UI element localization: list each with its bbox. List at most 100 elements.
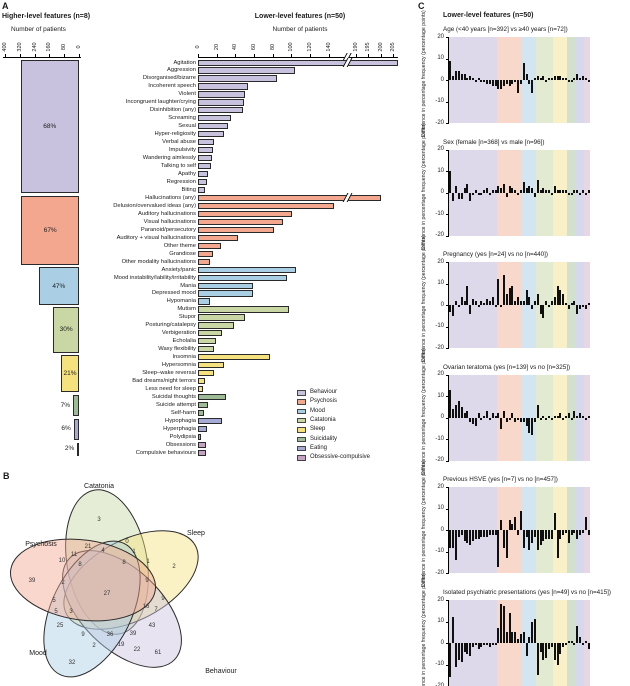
axis-tick-label: 80 bbox=[61, 43, 68, 51]
feature-label: Hyperphagia bbox=[163, 425, 196, 432]
axis-tick-label: 400 bbox=[2, 42, 8, 52]
feature-label: Anxiety/panic bbox=[161, 266, 196, 273]
lower-bar bbox=[198, 338, 216, 345]
y-tick-label: 10 bbox=[437, 392, 444, 399]
higher-bar-eating bbox=[73, 418, 79, 441]
difference-bar bbox=[542, 188, 545, 193]
category-band-obsessive-compulsive bbox=[584, 37, 590, 123]
lower-bar bbox=[198, 123, 228, 130]
difference-bar bbox=[548, 190, 551, 193]
difference-bar bbox=[480, 192, 483, 195]
y-tick-label: 10 bbox=[437, 167, 444, 174]
difference-bar bbox=[570, 640, 573, 643]
y-tick bbox=[446, 80, 449, 81]
legend-swatch bbox=[297, 408, 306, 415]
higher-bar-percent: 67% bbox=[43, 226, 57, 234]
feature-label: Mania bbox=[180, 282, 196, 289]
difference-bar bbox=[587, 530, 590, 535]
y-tick bbox=[446, 600, 449, 601]
lower-bar bbox=[198, 99, 244, 106]
difference-bar bbox=[559, 643, 562, 654]
difference-bar bbox=[455, 300, 458, 306]
difference-bar bbox=[477, 643, 480, 650]
lower-bar bbox=[198, 202, 334, 210]
higher-bar-mood: 47% bbox=[38, 267, 79, 305]
axis-tick bbox=[19, 54, 21, 57]
difference-bar bbox=[545, 530, 548, 539]
higher-level-subtitle: Number of patients bbox=[11, 26, 66, 33]
y-tick bbox=[446, 171, 449, 173]
lower-bar bbox=[198, 370, 214, 377]
difference-bar bbox=[511, 523, 514, 531]
panel-c-label: C bbox=[418, 1, 425, 11]
difference-bar bbox=[452, 192, 455, 202]
subgroup-difference-charts: Age (<40 years [n=392] vs ≥40 years [n=7… bbox=[415, 0, 630, 686]
y-tick bbox=[446, 439, 449, 441]
venn-set-label-sleep: Sleep bbox=[187, 530, 205, 537]
legend-label: Sleep bbox=[310, 426, 326, 433]
higher-bar-percent: 6% bbox=[61, 425, 71, 433]
y-tick bbox=[446, 487, 449, 489]
venn-region-count: 19 bbox=[118, 642, 125, 648]
y-tick-label: 20 bbox=[437, 146, 444, 153]
difference-bar bbox=[469, 305, 472, 314]
venn-region-count: 1 bbox=[146, 559, 150, 565]
category-band-behaviour bbox=[449, 262, 497, 349]
difference-bar bbox=[483, 190, 486, 193]
difference-bar bbox=[545, 80, 548, 83]
difference-bar bbox=[519, 300, 522, 306]
difference-bar bbox=[579, 636, 582, 643]
feature-label: Obsessions bbox=[165, 441, 196, 448]
difference-bar bbox=[457, 192, 460, 200]
difference-bar bbox=[514, 190, 517, 193]
feature-label: Hyper-religiosity bbox=[154, 131, 196, 138]
category-band-eating bbox=[575, 600, 585, 686]
difference-bar bbox=[514, 80, 517, 83]
difference-bar bbox=[491, 643, 494, 646]
feature-label: Grandiose bbox=[169, 250, 196, 257]
y-tick bbox=[446, 621, 449, 623]
difference-bar bbox=[517, 80, 520, 93]
difference-bar bbox=[469, 643, 472, 656]
axis-tick bbox=[198, 54, 199, 57]
difference-bar bbox=[488, 300, 491, 306]
difference-bar bbox=[553, 186, 556, 193]
feature-label: Wandering aimlessly bbox=[142, 155, 196, 162]
feature-label: Posturing/catalepsy bbox=[145, 322, 196, 329]
venn-region-count: 22 bbox=[134, 647, 141, 653]
difference-bar bbox=[553, 513, 556, 531]
difference-bar bbox=[477, 305, 480, 308]
difference-bar bbox=[497, 413, 500, 418]
difference-bar bbox=[480, 417, 483, 420]
venn-region-count: 39 bbox=[130, 631, 137, 637]
y-tick-label: 0 bbox=[440, 639, 444, 646]
category-band-catatonia bbox=[536, 37, 554, 123]
difference-bar bbox=[576, 625, 579, 643]
venn-region-count: 61 bbox=[155, 650, 162, 656]
difference-bar bbox=[505, 417, 508, 423]
lower-bar bbox=[198, 401, 209, 409]
feature-label: Verbigeration bbox=[161, 330, 196, 337]
venn-region-count: 2 bbox=[172, 564, 176, 570]
y-tick-label: 10 bbox=[437, 505, 444, 512]
difference-bar bbox=[463, 188, 466, 193]
difference-bar bbox=[514, 417, 517, 423]
feature-label: Hallucinations (any) bbox=[145, 194, 196, 201]
feature-label: Delusion/overvalued ideas (any) bbox=[113, 202, 196, 209]
difference-bar bbox=[514, 517, 517, 531]
lower-bar bbox=[198, 139, 214, 146]
legend-item-sleep: Sleep bbox=[297, 426, 407, 435]
difference-bar bbox=[480, 80, 483, 83]
higher-bar-sleep: 21% bbox=[61, 355, 79, 393]
category-band-sleep bbox=[553, 149, 568, 236]
feature-label: Incongruent laughter/crying bbox=[125, 99, 196, 106]
venn-region-count: 16 bbox=[143, 604, 150, 610]
y-tick bbox=[446, 283, 449, 285]
category-band-mood bbox=[522, 600, 537, 686]
difference-bar bbox=[457, 71, 460, 80]
subplot-y-axis-label: Difference in percentage frequency (perc… bbox=[421, 573, 427, 686]
difference-bar bbox=[494, 643, 497, 646]
y-tick bbox=[446, 573, 449, 575]
difference-bar bbox=[553, 643, 556, 661]
lower-bar bbox=[198, 433, 201, 441]
